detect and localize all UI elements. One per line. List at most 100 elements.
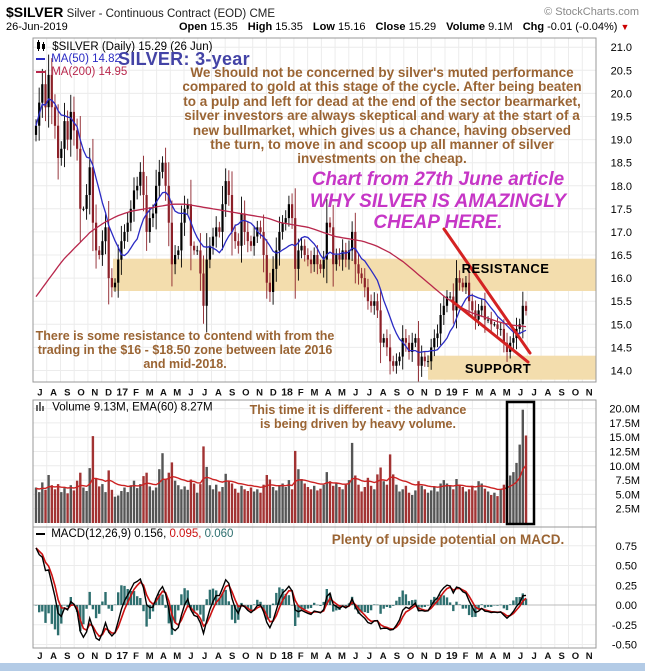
quote-summary: Open 15.35 High 15.35 Low 15.16 Close 15… <box>172 21 629 33</box>
svg-text:18.5: 18.5 <box>611 158 632 170</box>
chart-header: $SILVER Silver - Continuous Contract (EO… <box>6 4 275 20</box>
ma50-line <box>35 98 527 354</box>
svg-text:J: J <box>353 651 358 662</box>
svg-text:19: 19 <box>446 387 458 399</box>
svg-text:S: S <box>64 388 70 399</box>
svg-text:S: S <box>394 388 400 399</box>
svg-text:F: F <box>298 388 304 399</box>
svg-text:17.5: 17.5 <box>611 204 632 216</box>
svg-text:S: S <box>558 651 564 662</box>
svg-text:0.25: 0.25 <box>616 580 637 592</box>
ma200-legend-text: MA(200) 14.95 <box>51 66 128 78</box>
low-value: 15.16 <box>337 21 366 33</box>
svg-text:F: F <box>298 651 304 662</box>
svg-text:M: M <box>173 651 181 662</box>
ma50-legend-text: MA(50) 14.82 <box>51 53 121 65</box>
svg-text:J: J <box>37 651 42 662</box>
svg-text:-0.50: -0.50 <box>612 640 637 652</box>
svg-text:A: A <box>50 388 57 399</box>
ticker-symbol: $SILVER <box>6 4 64 20</box>
high-label: High <box>247 21 273 33</box>
svg-text:O: O <box>407 388 414 399</box>
close-label: Close <box>375 21 406 33</box>
volume-legend: Volume 9.13M, EMA(60) 8.27M <box>36 401 213 414</box>
svg-text:N: N <box>586 651 593 662</box>
svg-text:19.0: 19.0 <box>611 135 632 147</box>
svg-text:2.5M: 2.5M <box>616 504 640 516</box>
close-value: 15.29 <box>408 21 437 33</box>
macd-main-line <box>35 547 527 642</box>
instrument-name: Silver - Continuous Contract (EOD) CME <box>66 8 275 20</box>
svg-text:N: N <box>91 651 98 662</box>
svg-text:17: 17 <box>116 650 128 662</box>
svg-text:10.0M: 10.0M <box>609 461 640 473</box>
svg-text:N: N <box>256 651 263 662</box>
svg-text:14.5: 14.5 <box>611 342 632 354</box>
svg-text:M: M <box>338 651 346 662</box>
svg-text:17.5M: 17.5M <box>609 418 640 430</box>
bottom-scroll-strip[interactable] <box>0 663 645 671</box>
resistance-label: RESISTANCE <box>461 261 550 276</box>
svg-text:D: D <box>270 388 277 399</box>
svg-text:M: M <box>503 651 511 662</box>
quote-date: 26-Jun-2019 <box>6 21 68 33</box>
svg-text:A: A <box>325 388 332 399</box>
svg-text:A: A <box>380 388 387 399</box>
svg-text:M: M <box>503 388 511 399</box>
change-down-arrow-icon[interactable]: ▼ <box>620 22 630 32</box>
ma50-legend: MA(50) 14.82 <box>36 53 121 65</box>
svg-text:18.0: 18.0 <box>611 181 632 193</box>
svg-text:A: A <box>545 388 552 399</box>
svg-text:O: O <box>242 388 249 399</box>
svg-text:N: N <box>91 388 98 399</box>
svg-text:M: M <box>475 651 483 662</box>
candlestick-chart-icon <box>36 40 46 54</box>
svg-text:J: J <box>202 388 207 399</box>
falling-wedge-lines <box>442 227 532 364</box>
macd-signal-line <box>35 547 527 638</box>
svg-text:O: O <box>77 388 84 399</box>
svg-text:S: S <box>394 651 400 662</box>
svg-text:J: J <box>188 388 193 399</box>
svg-text:M: M <box>311 651 319 662</box>
svg-text:D: D <box>105 388 112 399</box>
svg-text:7.5M: 7.5M <box>616 475 640 487</box>
svg-text:16.0: 16.0 <box>611 273 632 285</box>
ma200-line-swatch <box>36 70 45 73</box>
svg-text:M: M <box>146 388 154 399</box>
svg-text:15.5: 15.5 <box>611 296 632 308</box>
svg-text:F: F <box>463 651 469 662</box>
svg-text:A: A <box>325 651 332 662</box>
ma50-line-swatch <box>36 57 45 60</box>
svg-text:S: S <box>64 651 70 662</box>
svg-text:O: O <box>242 651 249 662</box>
macd-line-swatch <box>36 532 45 535</box>
svg-text:A: A <box>160 651 167 662</box>
stockcharts-credit: © StockCharts.com <box>544 6 639 18</box>
svg-text:M: M <box>146 651 154 662</box>
volume-bars-icon <box>36 401 46 414</box>
svg-text:F: F <box>463 388 469 399</box>
svg-text:17: 17 <box>116 387 128 399</box>
svg-text:M: M <box>173 388 181 399</box>
volume-label: Volume <box>446 21 486 33</box>
svg-text:M: M <box>311 388 319 399</box>
svg-text:19: 19 <box>446 650 458 662</box>
axis-labels: 21.0 20.5 20.0 19.5 19.0 18.5 18.0 17.5 17.0 16.5… <box>609 42 640 651</box>
support-band <box>428 355 596 380</box>
svg-text:J: J <box>532 651 537 662</box>
macd-legend: MACD(12,26,9) 0.156, 0.095, 0.060 <box>36 528 233 540</box>
svg-text:S: S <box>558 388 564 399</box>
macd-legend-name: MACD(12,26,9) 0.156, <box>51 528 167 540</box>
svg-text:D: D <box>105 651 112 662</box>
svg-text:20.5: 20.5 <box>611 65 632 77</box>
svg-text:N: N <box>421 388 428 399</box>
volume-legend-text: Volume 9.13M, EMA(60) 8.27M <box>52 401 213 414</box>
svg-text:J: J <box>518 388 523 399</box>
svg-text:D: D <box>435 651 442 662</box>
volume-ema-line <box>35 464 527 491</box>
chart-title: SILVER: 3-year <box>118 49 250 69</box>
svg-text:14.0: 14.0 <box>611 365 632 377</box>
volume-value: 9.1M <box>488 21 513 33</box>
article-reference-annotation: Chart from 27th June article WHY SILVER … <box>309 169 567 233</box>
